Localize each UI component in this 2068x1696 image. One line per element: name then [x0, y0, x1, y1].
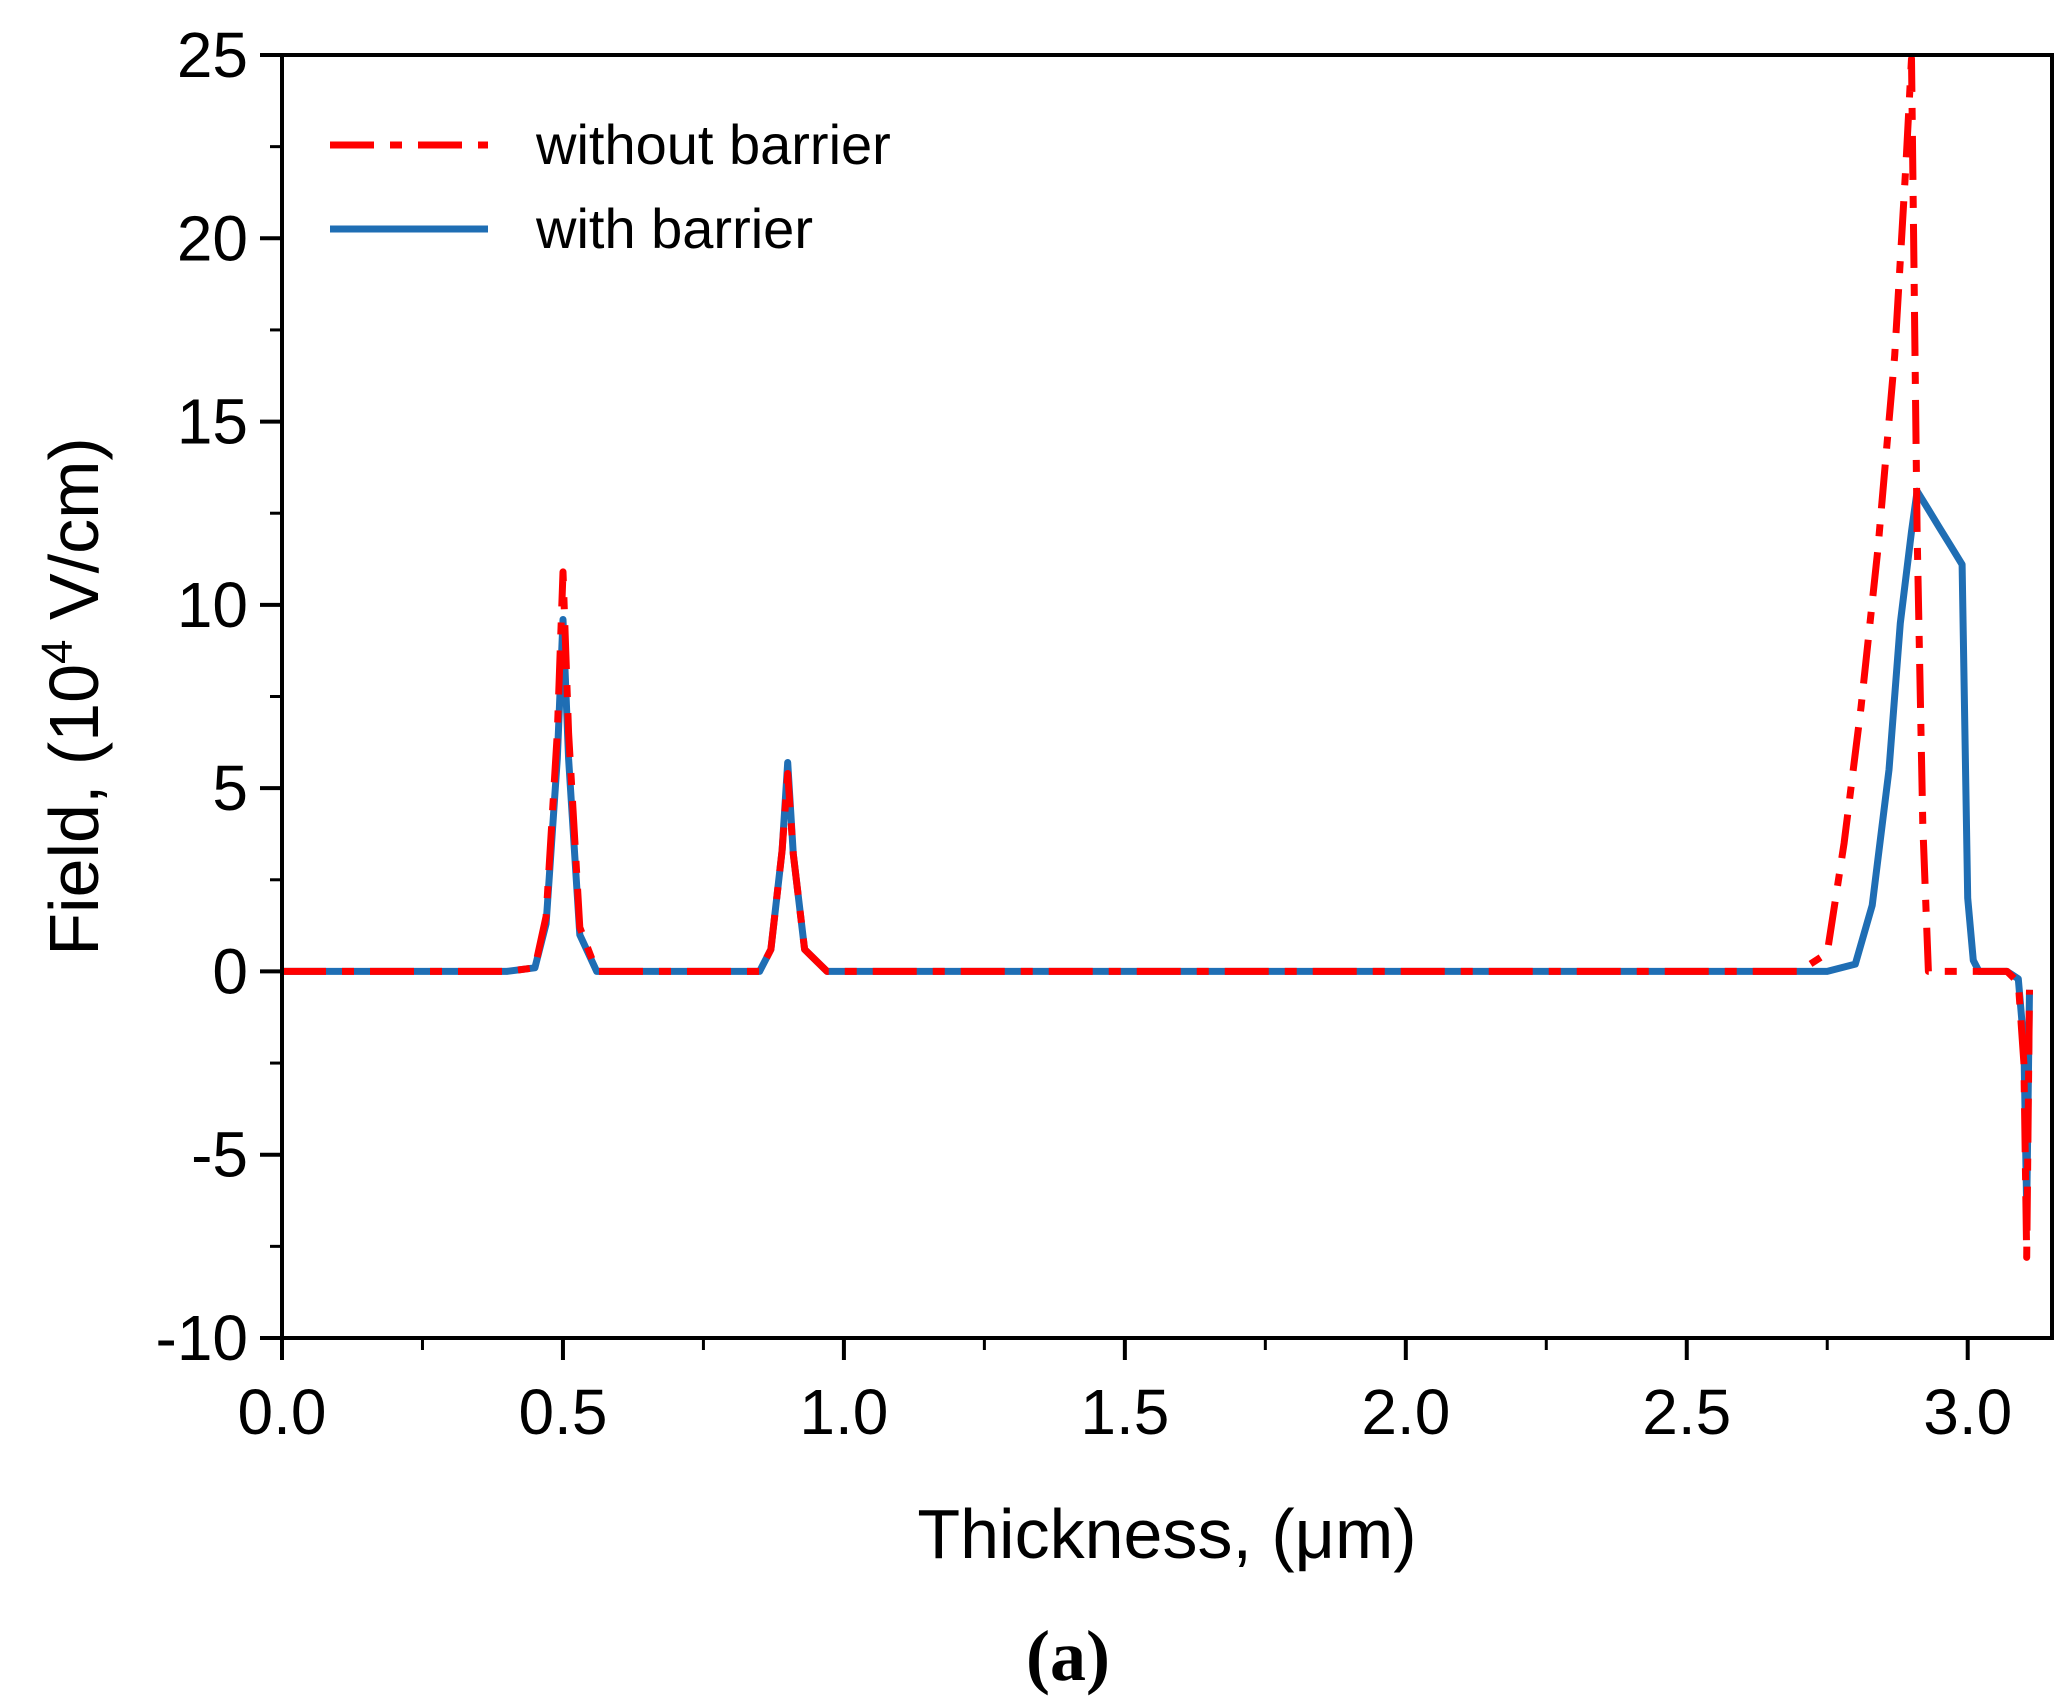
- x-tick-label: 2.0: [1361, 1376, 1450, 1448]
- legend-label: with barrier: [535, 197, 813, 260]
- y-tick-label: -5: [191, 1119, 248, 1191]
- axis-ticks: 0.0 0.5 1.0 1.5 2.0 2.5 3.0 -10 -5 0 5 10 15 20 25: [156, 19, 2013, 1448]
- y-axis-title-after: V/cm): [35, 437, 113, 639]
- figure-caption: (a): [1026, 1616, 1110, 1696]
- x-tick-label: 1.5: [1080, 1376, 1169, 1448]
- y-tick-label: 10: [177, 569, 248, 641]
- series-layer: [282, 55, 2033, 1261]
- y-tick-label: 0: [212, 935, 248, 1007]
- x-tick-label: 1.0: [799, 1376, 888, 1448]
- y-tick-label: 25: [177, 19, 248, 91]
- y-axis-title-before: Field, (10: [35, 664, 113, 956]
- y-tick-label: 5: [212, 752, 248, 824]
- legend: without barrier with barrier: [330, 113, 891, 260]
- legend-label: without barrier: [535, 113, 891, 176]
- x-tick-label: 0.0: [238, 1376, 327, 1448]
- y-axis-title: Field, (104 V/cm): [33, 437, 113, 956]
- x-tick-label: 0.5: [518, 1376, 607, 1448]
- x-axis-title: Thickness, (μm): [917, 1495, 1416, 1573]
- series-line-with-barrier: [282, 487, 2033, 1214]
- y-tick-label: -10: [156, 1302, 249, 1374]
- x-tick-label: 3.0: [1923, 1376, 2012, 1448]
- series-line-without-barrier: [282, 55, 2033, 1261]
- y-tick-label: 20: [177, 202, 248, 274]
- y-tick-label: 15: [177, 386, 248, 458]
- y-axis-title-superscript: 4: [33, 639, 82, 663]
- x-tick-label: 2.5: [1642, 1376, 1731, 1448]
